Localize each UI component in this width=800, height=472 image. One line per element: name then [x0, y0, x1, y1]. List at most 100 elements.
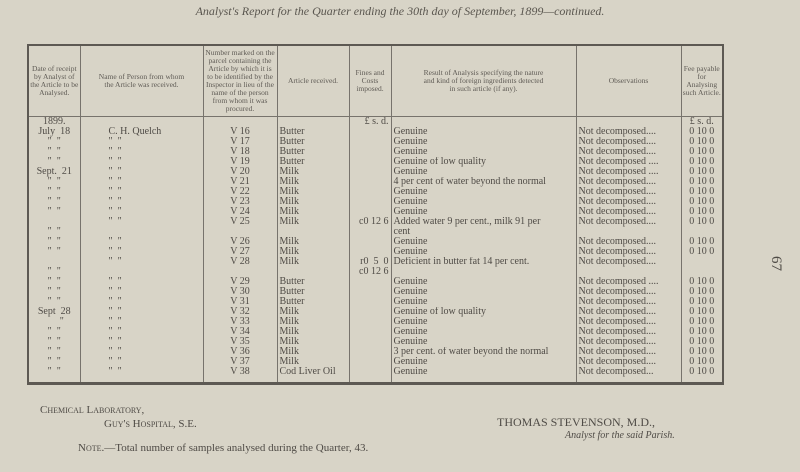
empty-cell [277, 116, 350, 127]
number-cell: V 31 [203, 297, 278, 307]
table-row: " " V 25 Milk c0 12 6 Added water 9 per cent… [28, 217, 724, 227]
date-cell: " " [28, 237, 81, 247]
article-cell: Butter [277, 277, 350, 287]
fines-cell [349, 167, 392, 177]
table-row: " " " " V 37 Milk Genuine Not decomposed.... 0… [28, 357, 724, 367]
fines-cell [349, 147, 392, 157]
fee-cell: 0 10 0 [681, 137, 724, 147]
number-cell: V 32 [203, 307, 278, 317]
observation-cell: Not decomposed.... [576, 197, 682, 207]
fines-cell [349, 157, 392, 167]
fee-cell: 0 10 0 [681, 327, 724, 337]
table-row: " " " " V 31 Butter Genuine Not decomposed...… [28, 297, 724, 307]
result-cell: Genuine [391, 317, 577, 327]
date-cell: " [28, 317, 81, 327]
article-cell: Cod Liver Oil [277, 367, 350, 384]
fee-cell: 0 10 0 [681, 207, 724, 217]
article-cell: Milk [277, 317, 350, 327]
signature-title: Analyst for the said Parish. [565, 430, 675, 441]
name-cell: " " [80, 137, 204, 147]
table-row: " " " " V 29 Butter Genuine Not decomposed ..… [28, 277, 724, 287]
empty-cell [203, 116, 278, 127]
name-cell: " " [80, 317, 204, 327]
table-row: " " " " V 18 Butter Genuine Not decomposed...… [28, 147, 724, 157]
year-cell: 1899. [28, 116, 81, 127]
note: Note.—Total number of samples analysed d… [78, 442, 368, 454]
date-cell: " " [28, 197, 81, 207]
observation-cell: Not decomposed.... [576, 217, 682, 227]
name-cell: " " [80, 287, 204, 297]
fee-cell: 0 10 0 [681, 337, 724, 347]
name-cell: " " [80, 187, 204, 197]
result-cell: Deficient in butter fat 14 per cent. [391, 257, 577, 267]
result-cell: Genuine [391, 237, 577, 247]
number-cell: V 22 [203, 187, 278, 197]
table-row: " " cent [28, 227, 724, 237]
name-cell: " " [80, 307, 204, 317]
article-cell: Butter [277, 287, 350, 297]
number-cell: V 33 [203, 317, 278, 327]
name-cell [80, 267, 204, 277]
table-row: " " " " V 27 Milk Genuine Not decomposed.... 0… [28, 247, 724, 257]
number-cell: V 34 [203, 327, 278, 337]
result-cell: 4 per cent of water beyond the normal [391, 177, 577, 187]
fee-cell: 0 10 0 [681, 347, 724, 357]
observation-cell: Not decomposed.... [576, 337, 682, 347]
date-cell: " " [28, 287, 81, 297]
header-observations: Observations [576, 45, 682, 117]
name-cell: " " [80, 217, 204, 227]
table-row: " " " " V 19 Butter Genuine of low quality No… [28, 157, 724, 167]
name-cell [80, 227, 204, 237]
fee-cell: 0 10 0 [681, 317, 724, 327]
fines-cell [349, 307, 392, 317]
fines-cell [349, 227, 392, 237]
observation-cell: Not decomposed.... [576, 257, 682, 267]
article-cell [277, 267, 350, 277]
observation-cell: Not decomposed.... [576, 207, 682, 217]
observation-cell: Not decomposed.... [576, 287, 682, 297]
article-cell: Milk [277, 177, 350, 187]
fines-cell [349, 277, 392, 287]
number-cell: V 27 [203, 247, 278, 257]
table-row: " " V 28 Milk r0 5 0 Deficient in butter fat… [28, 257, 724, 267]
result-cell: Genuine [391, 207, 577, 217]
fines-cell [349, 327, 392, 337]
table-row: " " " " V 30 Butter Genuine Not decomposed...… [28, 287, 724, 297]
observation-cell: Not decomposed.... [576, 307, 682, 317]
name-cell: " " [80, 177, 204, 187]
fee-cell: 0 10 0 [681, 157, 724, 167]
header-fines: Fines and Costs imposed. [349, 45, 392, 117]
date-cell: " " [28, 267, 81, 277]
result-cell: Genuine [391, 277, 577, 287]
date-cell: " " [28, 147, 81, 157]
observation-cell: Not decomposed .... [576, 277, 682, 287]
article-cell: Milk [277, 247, 350, 257]
fines-cell: c0 12 6 [349, 217, 392, 227]
table-row: Sept 28 " " V 32 Milk Genuine of low quality… [28, 307, 724, 317]
header-fee: Fee payable for Analysing such Article. [681, 45, 724, 117]
fines-cell [349, 367, 392, 384]
observation-cell: Not decomposed.... [576, 357, 682, 367]
fee-cell: 0 10 0 [681, 187, 724, 197]
number-cell: V 21 [203, 177, 278, 187]
fee-cell: 0 10 0 [681, 177, 724, 187]
result-cell: Genuine [391, 327, 577, 337]
fines-cell [349, 127, 392, 137]
fines-cell [349, 287, 392, 297]
date-cell: " " [28, 337, 81, 347]
observation-cell: Not decomposed.... [576, 127, 682, 137]
name-cell: " " [80, 157, 204, 167]
result-cell: Genuine of low quality [391, 307, 577, 317]
number-cell: V 19 [203, 157, 278, 167]
article-cell: Milk [277, 327, 350, 337]
observation-cell: Not decomposed.... [576, 237, 682, 247]
number-cell: V 23 [203, 197, 278, 207]
result-cell: Genuine [391, 187, 577, 197]
table-row: " " " " V 17 Butter Genuine Not decomposed...… [28, 137, 724, 147]
number-cell [203, 227, 278, 237]
name-cell: " " [80, 237, 204, 247]
number-cell: V 26 [203, 237, 278, 247]
fee-cell: 0 10 0 [681, 287, 724, 297]
fee-cell: 0 10 0 [681, 237, 724, 247]
